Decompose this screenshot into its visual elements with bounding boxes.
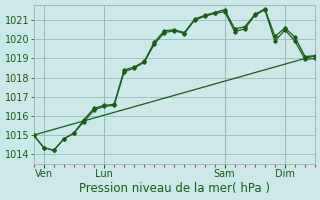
X-axis label: Pression niveau de la mer( hPa ): Pression niveau de la mer( hPa ) (79, 182, 270, 195)
